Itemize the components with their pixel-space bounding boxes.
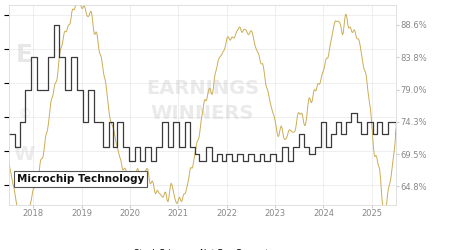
- Text: W: W: [14, 146, 35, 165]
- Text: E: E: [16, 43, 33, 67]
- Text: Microchip Technology: Microchip Technology: [17, 174, 144, 184]
- Text: EARNINGS
WINNERS: EARNINGS WINNERS: [146, 79, 259, 123]
- Legend: Stock Price, Net-Buy Percentage: Stock Price, Net-Buy Percentage: [117, 245, 288, 250]
- Text: ©: ©: [18, 108, 32, 122]
